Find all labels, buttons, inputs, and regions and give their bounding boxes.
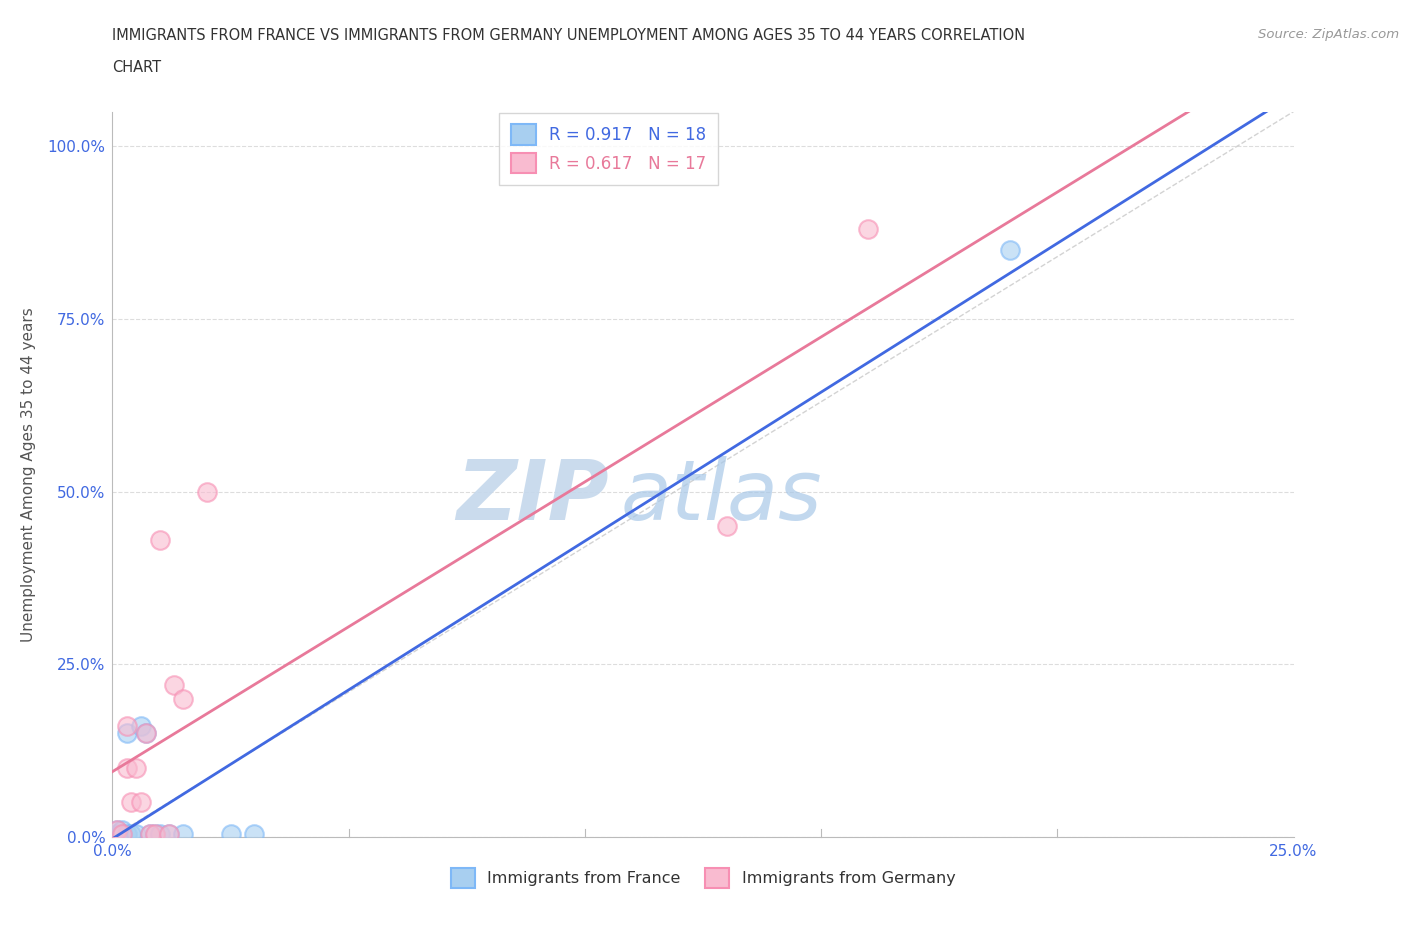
Point	[129, 795, 152, 810]
Point	[163, 678, 186, 693]
Point	[716, 519, 738, 534]
Point	[157, 826, 180, 841]
Text: CHART: CHART	[112, 60, 162, 75]
Point	[129, 719, 152, 734]
Point	[105, 823, 128, 838]
Point	[105, 826, 128, 841]
Point	[149, 826, 172, 841]
Point	[115, 826, 138, 841]
Point	[143, 826, 166, 841]
Point	[120, 826, 142, 841]
Point	[125, 826, 148, 841]
Point	[243, 826, 266, 841]
Text: ZIP: ZIP	[456, 456, 609, 537]
Point	[998, 243, 1021, 258]
Point	[111, 826, 134, 841]
Point	[172, 826, 194, 841]
Y-axis label: Unemployment Among Ages 35 to 44 years: Unemployment Among Ages 35 to 44 years	[21, 307, 37, 642]
Point	[139, 826, 162, 841]
Point	[125, 761, 148, 776]
Point	[111, 826, 134, 841]
Point	[172, 691, 194, 706]
Point	[115, 761, 138, 776]
Point	[120, 795, 142, 810]
Point	[115, 726, 138, 741]
Point	[105, 823, 128, 838]
Text: IMMIGRANTS FROM FRANCE VS IMMIGRANTS FROM GERMANY UNEMPLOYMENT AMONG AGES 35 TO : IMMIGRANTS FROM FRANCE VS IMMIGRANTS FRO…	[112, 28, 1025, 43]
Point	[157, 826, 180, 841]
Point	[858, 221, 880, 236]
Point	[135, 726, 157, 741]
Point	[219, 826, 242, 841]
Point	[195, 485, 218, 499]
Text: Source: ZipAtlas.com: Source: ZipAtlas.com	[1258, 28, 1399, 41]
Point	[135, 726, 157, 741]
Point	[149, 533, 172, 548]
Point	[111, 823, 134, 838]
Point	[115, 719, 138, 734]
Point	[139, 826, 162, 841]
Point	[143, 826, 166, 841]
Legend: Immigrants from France, Immigrants from Germany: Immigrants from France, Immigrants from …	[444, 862, 962, 895]
Text: atlas: atlas	[620, 456, 823, 537]
